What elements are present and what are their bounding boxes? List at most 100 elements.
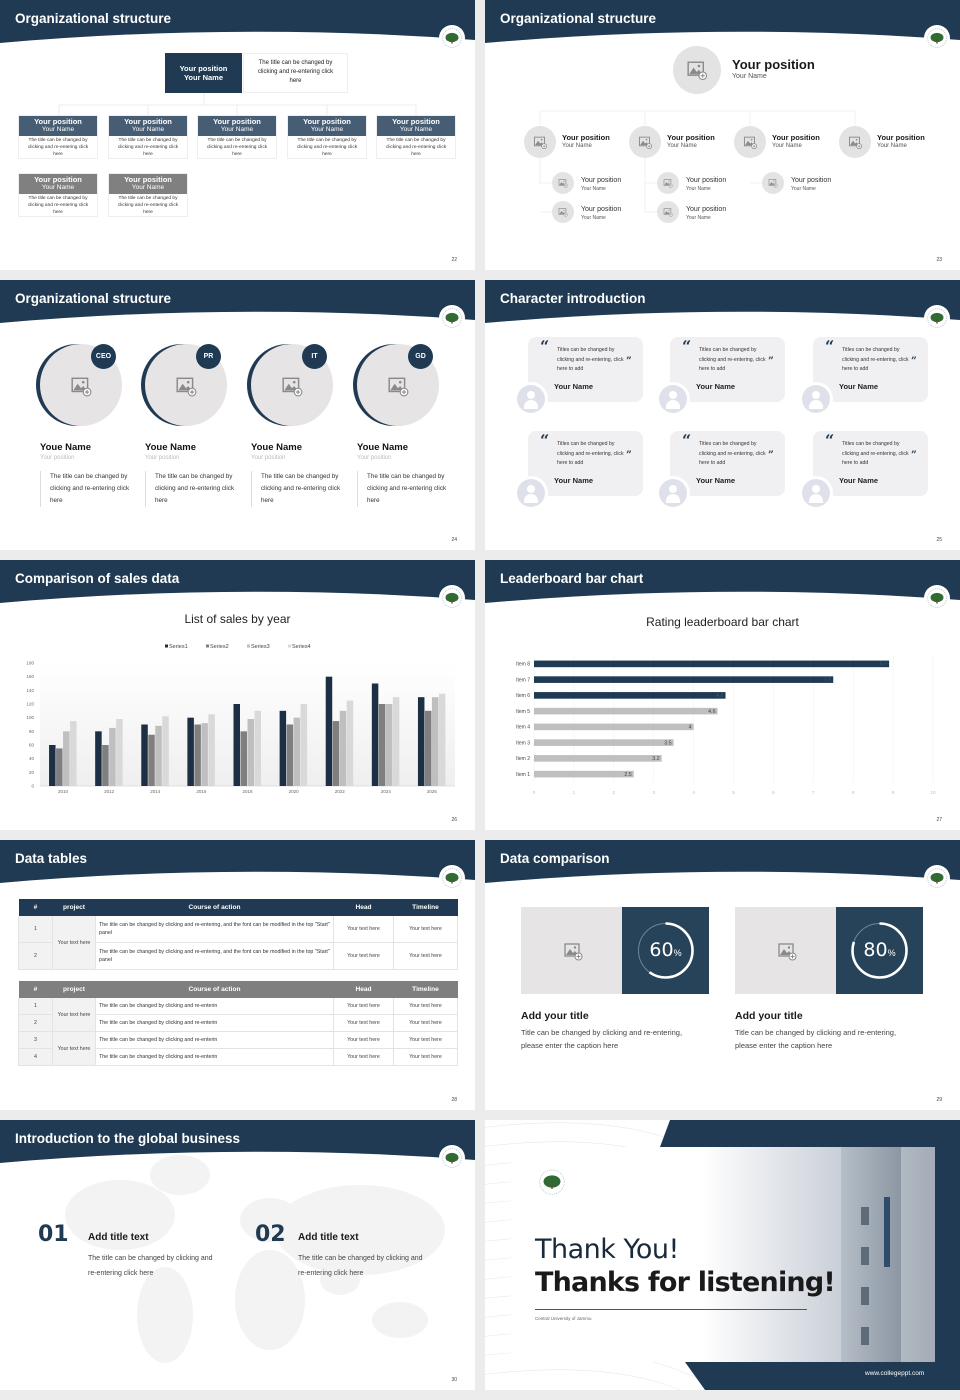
item-desc: Title can be changed by clicking and re-… (735, 1028, 897, 1050)
header-band (485, 0, 960, 43)
testimonial-card[interactable]: “ Titles can be changed by clicking and r… (813, 337, 928, 402)
user-body-icon (666, 494, 680, 503)
timeline-cell[interactable]: Your text here (393, 942, 458, 970)
sun (855, 138, 858, 141)
testimonial-card[interactable]: “ Titles can be changed by clicking and r… (670, 431, 785, 496)
action-cell[interactable]: The title can be changed by clicking and… (95, 1014, 334, 1032)
testimonial-card[interactable]: “ Titles can be changed by clicking and r… (528, 431, 643, 496)
photo-placeholder-small[interactable] (552, 172, 574, 194)
y-category-label: Item 2 (516, 756, 530, 762)
name: Your Name (581, 186, 606, 192)
head-cell[interactable]: Your text here (333, 915, 394, 943)
avatar-inner (659, 479, 687, 507)
table-row: 3 Your text here The title can be changed … (18, 1031, 458, 1066)
org-card[interactable]: Your position Your Name The title can be c… (287, 115, 367, 159)
frame (558, 179, 567, 186)
head-cell[interactable]: Your text here (333, 997, 394, 1015)
timeline-cell[interactable]: Your text here (393, 997, 458, 1015)
image-placeholder-icon (533, 136, 547, 149)
action-cell[interactable]: The title can be changed by clicking and… (95, 1048, 334, 1066)
photo-placeholder-small[interactable] (657, 201, 679, 223)
photo-placeholder[interactable] (734, 126, 766, 158)
mountain (664, 182, 671, 185)
data-label: 3.5 (664, 740, 671, 746)
org-card[interactable]: Your position Your Name The title can be c… (376, 115, 456, 159)
continent (320, 1265, 360, 1295)
testimonial-card[interactable]: “ Titles can be changed by clicking and r… (528, 337, 643, 402)
timeline-cell[interactable]: Your text here (393, 915, 458, 943)
close-quote-icon: ” (626, 356, 632, 367)
person-name: Youe Name (145, 442, 197, 453)
head-cell[interactable]: Your text here (333, 1031, 394, 1049)
bar-series3-2014 (155, 725, 162, 786)
bar-series4-2026 (438, 693, 446, 786)
building-window (861, 1247, 869, 1265)
image-placeholder-icon (558, 179, 568, 188)
slide-27: Leaderboard bar chart 27 Rating leaderboar… (485, 560, 960, 830)
legend-label: Series1 (169, 644, 188, 650)
photo-placeholder-small[interactable] (552, 201, 574, 223)
plus (401, 389, 407, 395)
sun (668, 209, 670, 211)
testimonial-card[interactable]: “ Titles can be changed by clicking and r… (670, 337, 785, 402)
photo-placeholder[interactable] (524, 126, 556, 158)
page-number: 27 (936, 817, 942, 823)
org-card[interactable]: Your position Your Name The title can be c… (108, 173, 188, 217)
org-card[interactable]: Your position Your Name The title can be c… (18, 173, 98, 217)
close-quote-icon: ” (911, 450, 917, 461)
logo-tree (445, 872, 459, 883)
logo-tree (930, 312, 944, 323)
testimonial-name: Your Name (696, 382, 736, 391)
action-cell[interactable]: The title can be changed by clicking and… (95, 1031, 334, 1049)
action-cell[interactable]: The title can be changed by clicking and… (95, 942, 334, 970)
timeline-cell[interactable]: Your text here (393, 1014, 458, 1032)
open-quote-icon: “ (825, 431, 835, 450)
image-placeholder[interactable] (735, 907, 836, 994)
head-cell[interactable]: Your text here (333, 1048, 394, 1066)
bar-series1-2010 (49, 745, 56, 786)
logo-trunk (551, 1183, 553, 1189)
header-band (485, 840, 960, 883)
image-placeholder-icon (638, 136, 652, 149)
bar-series1-2020 (279, 710, 287, 786)
plus (564, 184, 567, 187)
page-number: 23 (936, 257, 942, 263)
org-card-header: Your position Your Name (377, 116, 455, 136)
position: Your position (34, 117, 82, 126)
bar-series2-2026 (424, 710, 432, 786)
photo-placeholder-small[interactable] (762, 172, 784, 194)
name: Your Name (41, 126, 75, 133)
chart-title: Rating leaderboard bar chart (646, 615, 799, 629)
testimonial-card[interactable]: “ Titles can be changed by clicking and r… (813, 431, 928, 496)
name: Your Name (772, 143, 802, 149)
timeline-cell[interactable]: Your text here (393, 1031, 458, 1049)
action-cell[interactable]: The title can be changed by clicking and… (95, 915, 334, 943)
progress-ring (851, 922, 908, 979)
image-placeholder[interactable] (521, 907, 622, 994)
website-url[interactable]: www.collegeppt.com (865, 1370, 925, 1377)
photo-placeholder[interactable] (839, 126, 871, 158)
head-cell[interactable]: Your text here (333, 1014, 394, 1032)
avatar-inner (802, 479, 830, 507)
photo-placeholder-top[interactable] (673, 46, 721, 94)
top-position-box[interactable]: Your position Your Name (165, 53, 242, 93)
photo-placeholder[interactable] (629, 126, 661, 158)
org-card[interactable]: Your position Your Name The title can be c… (18, 115, 98, 159)
org-card-desc: The title can be changed by clicking and… (206, 138, 268, 157)
image-placeholder-icon (778, 943, 797, 961)
org-card[interactable]: Your position Your Name The title can be c… (108, 115, 188, 159)
column-header: # (33, 985, 38, 993)
bar-item-1 (534, 770, 634, 778)
header-band (485, 280, 960, 323)
y-tick-label: 160 (26, 674, 34, 679)
head-cell[interactable]: Your text here (333, 942, 394, 970)
photo-placeholder-small[interactable] (657, 172, 679, 194)
bar-item-2 (534, 755, 662, 762)
avatar-inner (659, 385, 687, 413)
timeline-cell[interactable]: Your text here (393, 1048, 458, 1066)
org-card-desc: The title can be changed by clicking and… (27, 138, 89, 157)
university-logo-icon (439, 585, 465, 611)
action-cell[interactable]: The title can be changed by clicking and… (95, 997, 334, 1015)
university-logo-icon (439, 25, 465, 51)
org-card[interactable]: Your position Your Name The title can be c… (197, 115, 277, 159)
